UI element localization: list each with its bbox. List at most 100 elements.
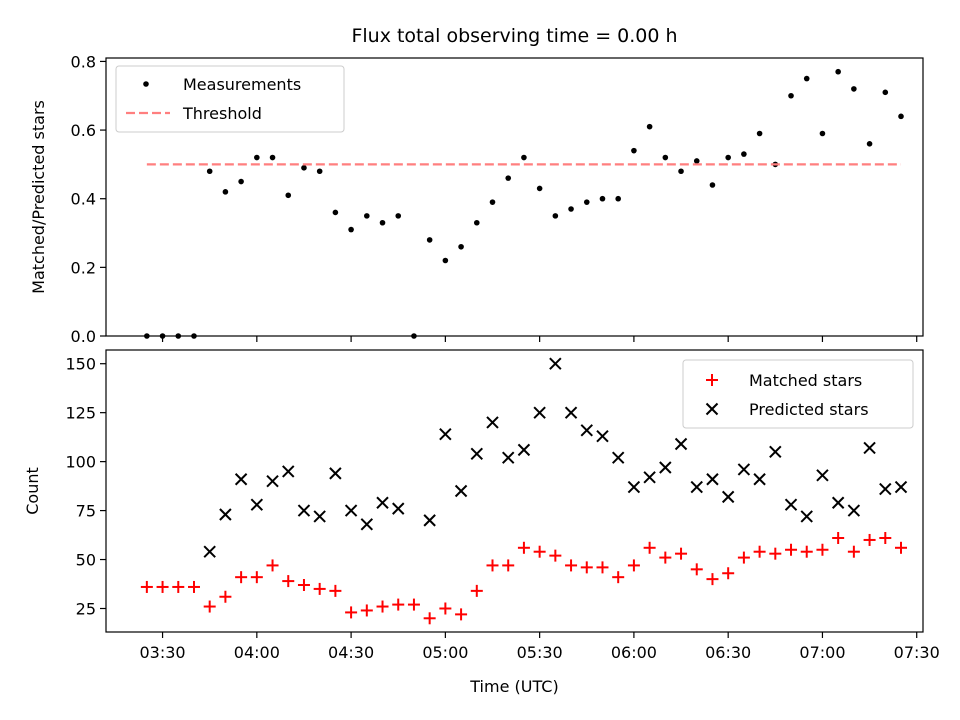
measurement-point [254,154,260,161]
measurement-point [615,195,621,202]
y-axis-label: Matched/Predicted stars [29,100,48,294]
measurement-point [882,89,889,96]
x-marker-b [470,447,483,460]
x-marker-b [847,504,861,517]
matched-star-point [895,541,908,554]
matched-star-point [832,532,845,544]
matched-star-point [345,606,358,619]
predicted-star-point [517,443,531,457]
x-marker-b [549,357,562,370]
measurement-point [803,75,810,82]
x-marker-b [596,429,609,443]
x-tick-label: 04:00 [234,643,280,662]
matched-star-point [800,545,813,558]
predicted-star-point [737,463,751,476]
x-marker-b [879,482,892,496]
measurement-point [756,130,763,137]
predicted-star-point [831,496,845,509]
matched-star-point [235,571,248,584]
measurement-point [662,154,669,161]
x-marker-b [282,465,295,478]
predicted-star-point [611,451,625,464]
predicted-star-point [596,429,609,443]
x-tick-label: 06:00 [611,643,657,662]
matched-star-point [266,559,279,572]
x-marker-b [580,424,593,437]
y-tick-label: 0.4 [71,190,96,209]
x-marker-b [486,416,499,429]
x-marker-b [564,406,578,419]
matched-star-point [517,541,530,554]
x-marker-b [234,473,248,486]
matched-star-point [423,612,436,625]
matched-star-point [203,600,216,613]
x-tick-label: 05:30 [517,643,563,662]
measurement-point [583,199,590,205]
predicted-star-point [439,428,452,441]
matched-star-point [455,608,468,621]
y-tick-label: 50 [76,551,96,570]
matched-star-point [140,580,153,593]
measurement-point [206,168,213,175]
matched-star-point [580,561,593,574]
x-marker-b [329,467,342,480]
x-marker-b [454,484,468,498]
predicted-star-point [392,502,405,515]
matched-star-point [297,579,310,591]
matched-star-point [156,580,169,593]
predicted-star-point [533,406,546,419]
measurement-point [269,154,276,161]
matched-star-point [722,567,735,580]
legend-label: Predicted stars [749,400,869,419]
measurement-point [819,130,826,137]
measurement-point [851,86,857,92]
y-tick-label: 0.8 [71,52,96,71]
predicted-star-point [282,465,295,478]
plot-frame [105,349,924,633]
measurement-point [678,168,684,175]
matched-star-point [470,584,483,597]
measurement-point [646,123,653,130]
x-axis-label: Time (UTC) [469,677,558,696]
x-marker-b [753,473,766,486]
legend-marker-measurements [143,81,149,87]
predicted-star-point [423,514,436,527]
measurement-point [489,199,496,205]
x-marker-b [659,461,672,474]
predicted-star-point [549,357,562,370]
x-marker-b [423,514,436,527]
matched-star-point [847,545,860,558]
predicted-star-point [454,484,468,498]
x-marker-b [611,451,625,464]
matched-star-point [675,547,688,560]
x-marker-b [360,518,374,531]
x-marker-b [706,473,719,486]
y-tick-label: 0.0 [71,327,96,346]
measurement-point [364,213,370,219]
x-tick-label: 04:30 [328,643,374,662]
x-marker-b [250,498,264,511]
predicted-star-point [360,518,374,531]
predicted-star-point [643,471,656,484]
legend-label: Measurements [183,75,301,94]
predicted-star-point [706,473,719,486]
measurement-point [316,168,323,175]
x-marker-b [816,469,829,482]
x-marker-b [721,490,735,504]
matched-star-point [706,573,719,586]
predicted-star-point [266,475,279,488]
predicted-star-point [800,510,813,523]
x-marker-b [894,480,908,494]
predicted-star-point [329,467,342,480]
matched-star-point [785,543,798,556]
measurement-point [442,257,449,264]
measurement-point [505,175,512,181]
matched-star-point [219,590,232,603]
y-tick-label: 0.6 [71,121,96,140]
matched-star-point [816,543,829,556]
predicted-star-point [769,445,782,459]
matched-star-point [596,561,609,574]
measurement-point [395,213,402,219]
x-marker-b [439,428,452,441]
